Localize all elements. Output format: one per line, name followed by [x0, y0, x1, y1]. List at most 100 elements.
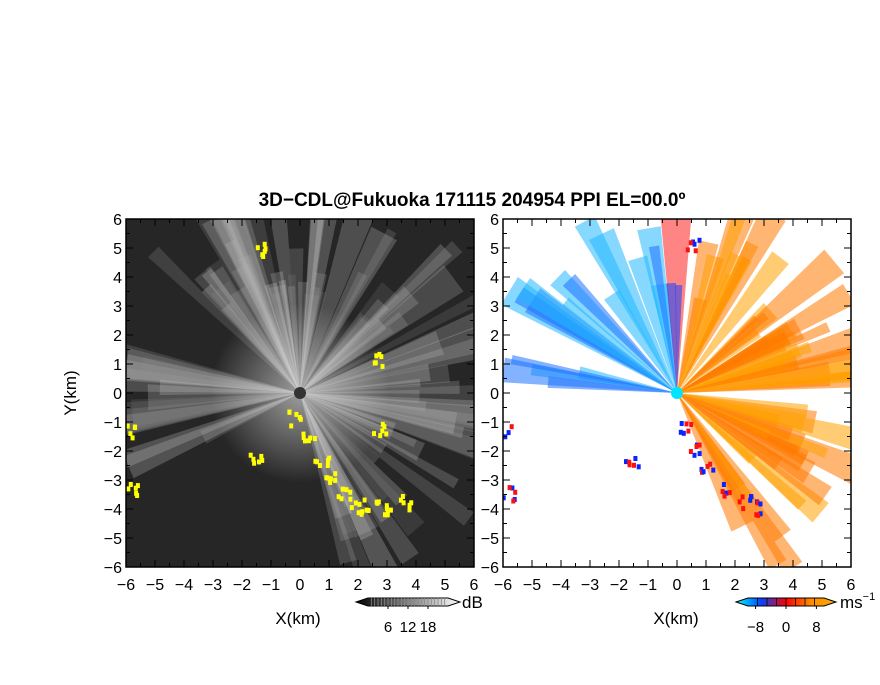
reflectivity-colorbar: 6 12 18	[354, 597, 462, 636]
x-tick-label: −1	[639, 577, 657, 594]
velocity-echo	[689, 422, 694, 427]
velocity-echo	[720, 489, 725, 494]
clutter-echo	[384, 506, 389, 511]
velocity-echo	[737, 499, 742, 505]
velocity-echo	[506, 430, 511, 436]
y-tick-label: 0	[113, 386, 122, 403]
clutter-echo	[383, 512, 387, 518]
clutter-echo	[324, 475, 329, 481]
velocity-echo	[692, 452, 697, 458]
velocity-echo	[724, 490, 729, 496]
clutter-echo	[325, 458, 330, 463]
radar-beam	[224, 219, 300, 393]
clutter-echo	[407, 507, 412, 513]
velocity-echo	[697, 237, 702, 243]
clutter-echo	[135, 483, 140, 489]
clutter-echo	[359, 511, 364, 517]
colorbar-tick-label: 18	[420, 619, 437, 636]
clutter-echo	[348, 496, 353, 502]
x-tick-label: 2	[731, 577, 740, 594]
clutter-echo	[360, 509, 365, 515]
velocity-echo	[692, 241, 697, 247]
clutter-echo	[384, 431, 389, 437]
y-tick-label: 3	[113, 299, 122, 316]
x-tick-label: −5	[146, 577, 164, 594]
y-tick-label: −1	[481, 415, 499, 432]
velocity-echo	[497, 437, 501, 442]
radar-beam	[300, 219, 374, 393]
velocity-echo	[627, 459, 632, 465]
y-tick-label: 2	[490, 328, 499, 345]
y-tick-label: 1	[113, 357, 122, 374]
clutter-echo	[297, 415, 302, 420]
y-tick-label: 3	[490, 299, 499, 316]
x-tick-label: 2	[354, 577, 363, 594]
x-tick-label: 6	[470, 577, 479, 594]
velocity-echo	[741, 506, 746, 512]
x-tick-label: −1	[262, 577, 280, 594]
radar-beam	[677, 284, 851, 393]
clutter-echo	[398, 497, 403, 503]
y-tick-label: 5	[490, 241, 499, 258]
clutter-echo	[372, 431, 376, 437]
clutter-echo	[373, 360, 378, 366]
clutter-echo	[318, 463, 322, 468]
clutter-echo	[353, 500, 358, 506]
clutter-echo	[303, 438, 307, 444]
y-tick-label: 4	[113, 270, 122, 287]
radar-beam	[195, 219, 300, 393]
colorbar-tick-label: 8	[812, 619, 820, 636]
velocity-echo	[758, 511, 763, 517]
y-tick-label: 0	[490, 386, 499, 403]
y-tick-label: 6	[113, 212, 122, 229]
clutter-echo	[400, 494, 405, 499]
y-tick-label: 4	[490, 270, 499, 287]
y-tick-label: −6	[104, 560, 122, 577]
velocity-echo	[627, 462, 632, 468]
radar-site-marker	[671, 387, 683, 399]
y-tick-label: −2	[481, 444, 499, 461]
radar-beam	[666, 282, 677, 393]
x-tick-label: 4	[789, 577, 798, 594]
clutter-echo	[376, 499, 381, 505]
x-tick-label: 6	[847, 577, 856, 594]
clutter-echo	[379, 354, 384, 360]
clutter-echo	[380, 428, 385, 434]
clutter-echo	[255, 245, 260, 251]
x-tick-label: −3	[581, 577, 599, 594]
radar-beam	[677, 393, 832, 506]
radar-beam	[628, 255, 677, 393]
velocity-echo	[697, 442, 702, 448]
radar-beam	[677, 393, 787, 567]
clutter-echo	[349, 505, 354, 511]
clutter-echo	[135, 493, 140, 498]
x-tick-label: −4	[175, 577, 193, 594]
clutter-echo	[325, 463, 330, 468]
radar-beam	[574, 219, 677, 393]
velocity-echo	[510, 485, 515, 491]
velocity-echo	[721, 482, 726, 487]
clutter-echo	[289, 423, 294, 429]
y-tick-label: 5	[113, 241, 122, 258]
x-tick-label: −2	[233, 577, 251, 594]
velocity-echo	[633, 456, 638, 461]
velocity-colorbar-unit: ms−1	[840, 591, 875, 612]
velocity-echo	[513, 489, 518, 495]
radar-beam	[516, 278, 677, 393]
velocity-colorbar: −8 0 8	[734, 597, 838, 636]
velocity-echo	[679, 421, 684, 426]
clutter-echo	[262, 248, 267, 254]
radar-beam	[677, 331, 791, 393]
clutter-echo	[126, 486, 131, 492]
velocity-echo	[693, 248, 698, 254]
clutter-echo	[294, 411, 299, 417]
velocity-echo	[749, 494, 754, 500]
velocity-echo	[681, 430, 686, 436]
clutter-echo	[126, 423, 130, 429]
reflectivity-colorbar-unit: dB	[462, 593, 483, 612]
radar-beam	[677, 393, 757, 464]
x-tick-label: −6	[494, 577, 512, 594]
colorbar-tick-label: 0	[782, 619, 790, 636]
velocity-echo	[708, 461, 713, 467]
clutter-echo	[374, 499, 379, 505]
